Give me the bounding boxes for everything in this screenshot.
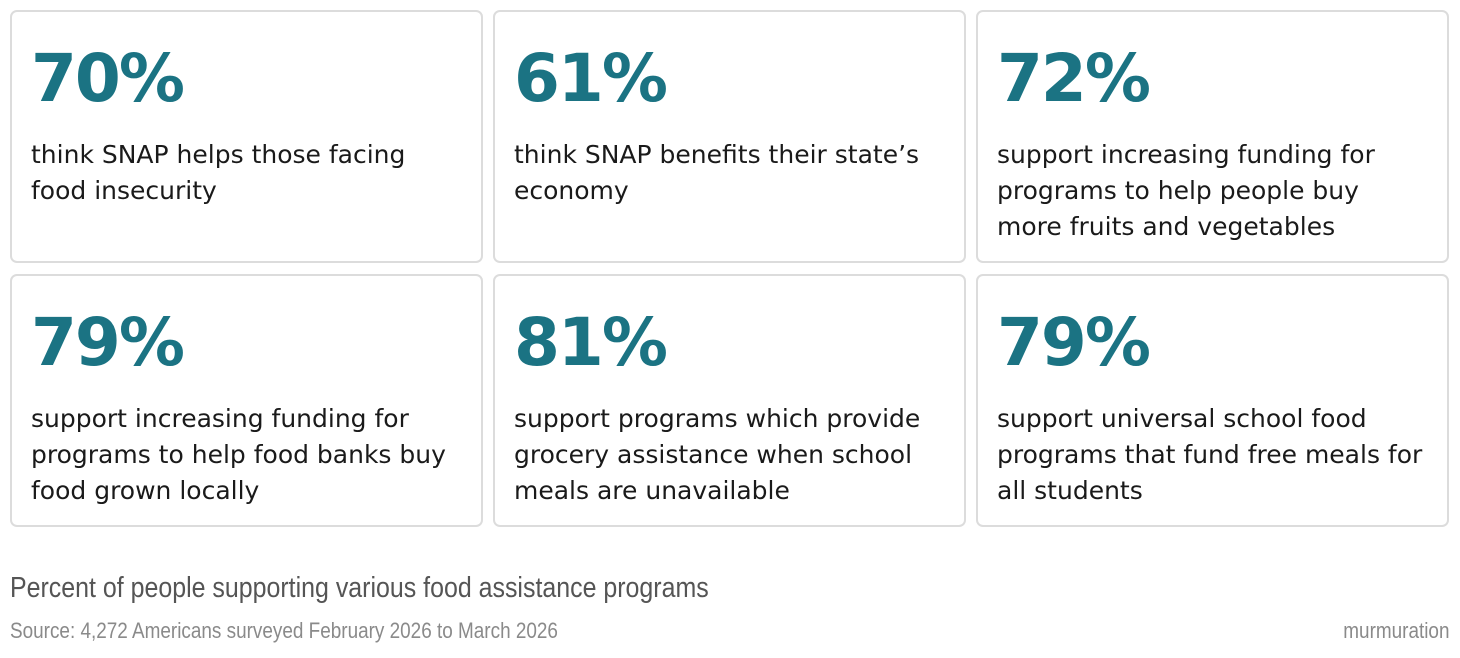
stat-card-food-banks-local: 79% support increasing funding for progr… (10, 274, 483, 527)
stat-card-snap-state-economy: 61% think SNAP benefits their state’s ec… (493, 10, 966, 263)
stat-description: think SNAP benefits their state’s econom… (514, 140, 920, 205)
stat-value: 81% (514, 304, 668, 381)
brand-wordmark: murmuration (1342, 618, 1449, 643)
stat-description: support increasing funding for programs … (31, 404, 446, 505)
stat-card-snap-food-insecurity: 70% think SNAP helps those facing food i… (10, 10, 483, 263)
stat-value: 61% (514, 40, 668, 117)
stat-card-universal-school-meals: 79% support universal school food progra… (976, 274, 1449, 527)
stat-value: 70% (31, 40, 185, 117)
stat-description: support increasing funding for programs … (997, 140, 1375, 241)
stat-card-fruits-vegetables: 72% support increasing funding for progr… (976, 10, 1449, 263)
stat-description: think SNAP helps those facing food insec… (31, 140, 406, 205)
stat-description: support programs which provide grocery a… (514, 404, 921, 505)
source-note: Source: 4,272 Americans surveyed Februar… (10, 618, 558, 643)
stat-value: 79% (997, 304, 1151, 381)
stat-card-grid: 70% think SNAP helps those facing food i… (10, 10, 1450, 527)
stat-value: 79% (31, 304, 185, 381)
stat-card-grocery-assistance: 81% support programs which provide groce… (493, 274, 966, 527)
stat-value: 72% (997, 40, 1151, 117)
chart-title: Percent of people supporting various foo… (10, 572, 709, 604)
stat-description: support universal school food programs t… (997, 404, 1423, 505)
